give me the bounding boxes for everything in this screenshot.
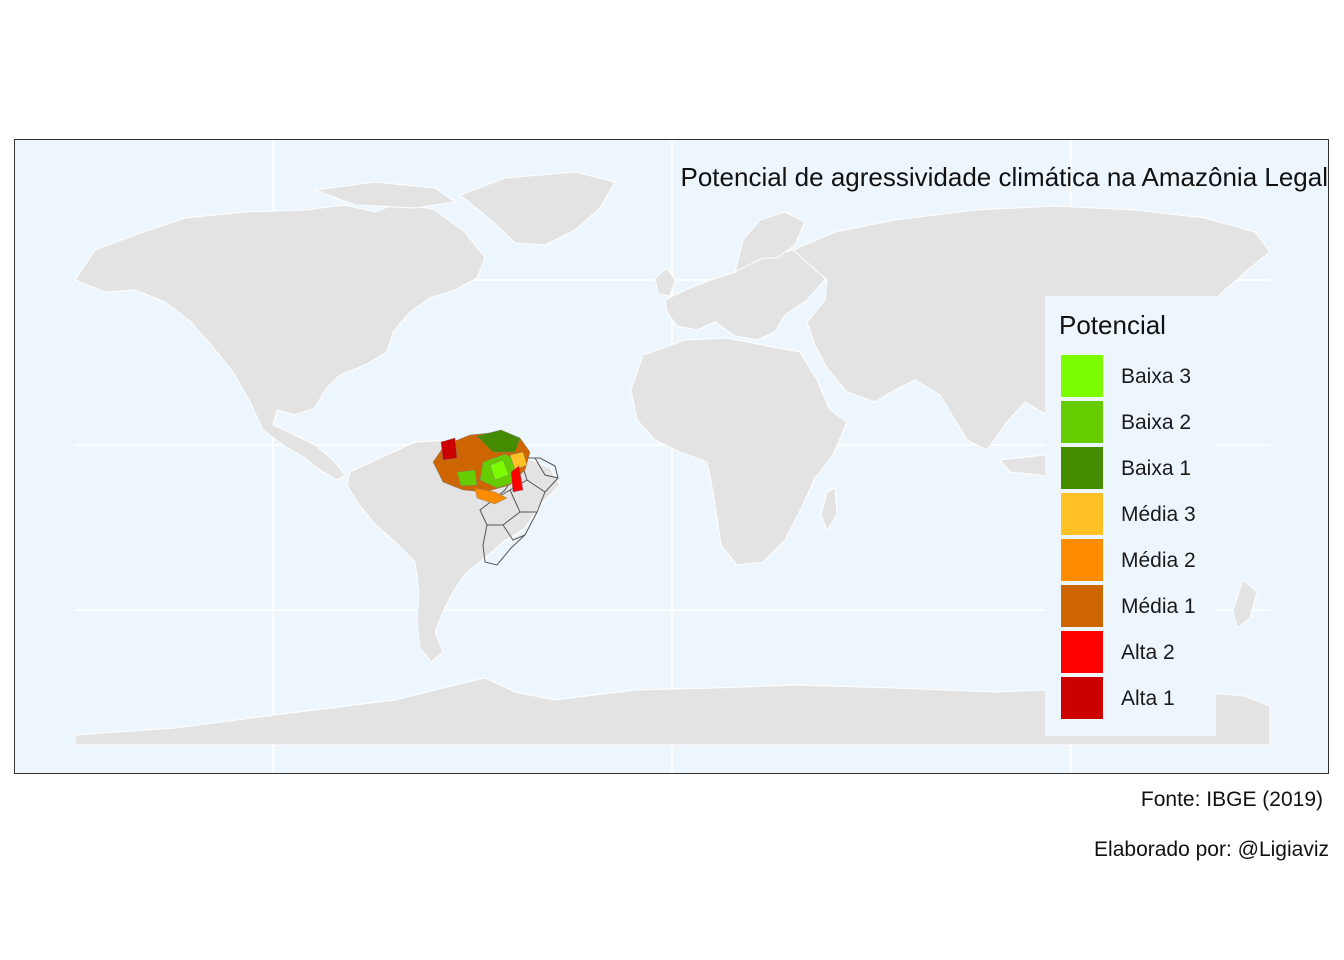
greenland (459, 171, 616, 246)
legend-label: Média 2 (1121, 549, 1196, 572)
source-caption: Fonte: IBGE (2019) (1140, 788, 1323, 811)
scandinavia (734, 211, 806, 273)
legend-key-media-3 (1061, 493, 1103, 535)
legend-item-baixa-2: Baixa 2 (1061, 401, 1211, 447)
legend-key-alta-1 (1061, 677, 1103, 719)
region-baixa-3 (489, 459, 510, 481)
new-zealand (1232, 579, 1258, 629)
madagascar (820, 487, 838, 532)
africa (630, 337, 848, 566)
arctic-islands (314, 181, 457, 209)
region-media-2 (474, 487, 508, 505)
north-america (74, 201, 486, 481)
legend-key-baixa-3 (1061, 355, 1103, 397)
author-caption: Elaborado por: @Ligiaviz (1094, 838, 1329, 861)
legend-item-media-3: Média 3 (1061, 493, 1211, 539)
legend-item-media-2: Média 2 (1061, 539, 1211, 585)
legend-item-baixa-3: Baixa 3 (1061, 355, 1211, 401)
legend-label: Alta 2 (1121, 641, 1175, 664)
legend-item-alta-2: Alta 2 (1061, 631, 1211, 677)
legend-item-baixa-1: Baixa 1 (1061, 447, 1211, 493)
legend-label: Baixa 3 (1121, 365, 1192, 388)
region-media-3 (509, 451, 528, 471)
antarctica (74, 677, 1271, 746)
legend-key-alta-2 (1061, 631, 1103, 673)
map-panel: Potencial de agressividade climática na … (14, 139, 1329, 774)
amazonia-legal (432, 429, 531, 505)
land (74, 171, 1271, 746)
legend-key-media-2 (1061, 539, 1103, 581)
legend: Potencial Baixa 3 Baixa 2 Baixa 1 Média … (1045, 296, 1216, 736)
legend-key-baixa-2 (1061, 401, 1103, 443)
legend-label: Alta 1 (1121, 687, 1175, 710)
legend-key-baixa-1 (1061, 447, 1103, 489)
legend-title: Potencial (1059, 310, 1166, 340)
region-alta-2 (510, 465, 524, 493)
legend-label: Média 3 (1121, 503, 1196, 526)
region-alta-1 (440, 437, 458, 461)
legend-item-media-1: Média 1 (1061, 585, 1211, 631)
legend-item-alta-1: Alta 1 (1061, 677, 1211, 723)
legend-label: Baixa 2 (1121, 411, 1192, 434)
region-baixa-1 (476, 429, 521, 453)
legend-label: Média 1 (1121, 595, 1196, 618)
europe (664, 249, 826, 341)
legend-key-media-1 (1061, 585, 1103, 627)
uk-ireland (654, 267, 676, 297)
map-title: Potencial de agressividade climática na … (680, 162, 1329, 192)
region-baixa-2-south (456, 469, 478, 487)
legend-label: Baixa 1 (1121, 457, 1192, 480)
